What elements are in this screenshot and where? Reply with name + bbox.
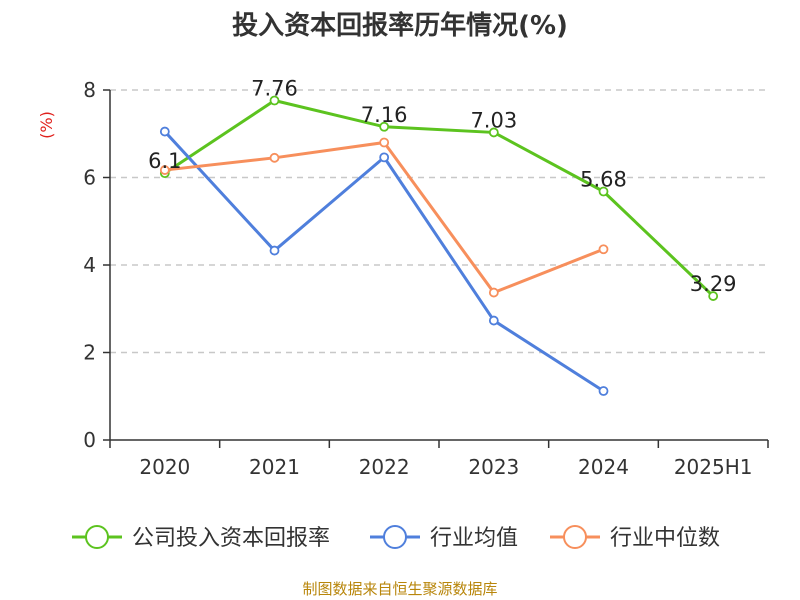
data-point (269, 152, 280, 163)
legend-label: 行业中位数 (610, 526, 720, 551)
chart-title: 投入资本回报率历年情况(%) (232, 11, 568, 41)
series-line (164, 99, 715, 298)
x-tick-label: 2024 (578, 455, 629, 479)
data-point (159, 126, 170, 137)
data-label: 5.68 (580, 168, 627, 192)
x-tick-label: 2021 (249, 455, 300, 479)
legend-label: 行业均值 (430, 526, 518, 551)
data-point (379, 137, 390, 148)
y-tick-label: 2 (83, 341, 96, 365)
y-tick-label: 6 (83, 166, 96, 190)
legend-marker-icon (383, 525, 407, 549)
data-point (379, 121, 390, 132)
data-point (488, 315, 499, 326)
x-tick-label: 2023 (468, 455, 519, 479)
series-line (163, 130, 605, 393)
data-point (269, 95, 280, 106)
data-point (159, 165, 170, 175)
x-tick-label: 2020 (139, 455, 190, 479)
data-label: 6.1 (148, 149, 181, 173)
legend-marker-icon (563, 525, 587, 549)
axes: 0 2 4 6 8 (%) 2020 2021 2022 2023 2024 2025H1 (37, 78, 769, 479)
data-label: 7.16 (361, 103, 408, 127)
data-label: 7.76 (251, 77, 298, 101)
series-layer (159, 95, 719, 396)
y-tick-label: 0 (83, 428, 96, 452)
legend-item[interactable]: 公司投入资本回报率 (72, 525, 330, 551)
data-point (598, 244, 609, 255)
data-point (708, 291, 719, 301)
data-label: 7.03 (470, 108, 517, 132)
legend[interactable]: 公司投入资本回报率 行业均值 行业中位数 (72, 525, 720, 551)
x-tick-label: 2022 (359, 455, 410, 479)
legend-label: 公司投入资本回报率 (132, 526, 330, 551)
source-note: 制图数据来自恒生聚源数据库 (302, 580, 498, 598)
data-point (598, 186, 609, 197)
data-point (488, 287, 499, 298)
y-axis-label: (%) (37, 111, 56, 139)
data-point (598, 386, 609, 396)
y-tick-label: 8 (83, 78, 96, 102)
legend-item[interactable]: 行业均值 (370, 525, 518, 551)
series-line (164, 141, 605, 295)
legend-marker-icon (85, 525, 109, 549)
y-tick-label: 4 (83, 253, 96, 277)
data-point (379, 152, 390, 163)
data-point (488, 127, 499, 138)
x-tick-label: 2025H1 (674, 455, 753, 479)
data-label: 3.29 (690, 272, 737, 296)
data-labels: 6.1 7.76 7.16 7.03 5.68 3.29 (148, 77, 736, 297)
legend-item[interactable]: 行业中位数 (550, 525, 720, 551)
data-point (269, 245, 280, 256)
